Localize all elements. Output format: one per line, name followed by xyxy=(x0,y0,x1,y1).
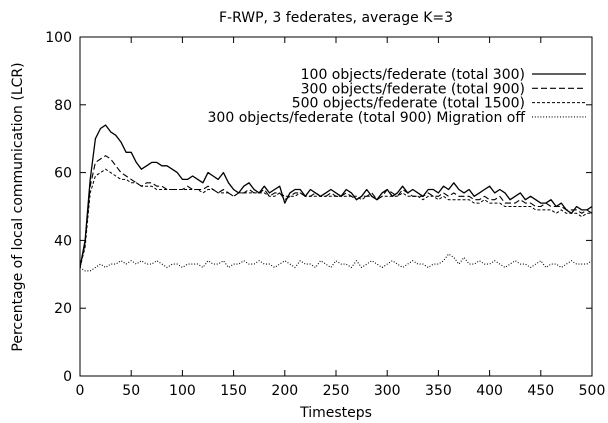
series-line-4 xyxy=(79,253,593,272)
x-axis-title: Timesteps xyxy=(299,405,372,421)
x-tick-label: 0 xyxy=(76,383,85,399)
y-tick-label: 40 xyxy=(54,233,72,249)
legend-label-3: 500 objects/federate (total 1500) xyxy=(292,96,525,112)
legend-label-1: 100 objects/federate (total 300) xyxy=(301,67,525,83)
x-tick-label: 150 xyxy=(220,383,247,399)
y-tick-label: 0 xyxy=(63,369,72,385)
series-line-2 xyxy=(79,155,593,268)
series-line-3 xyxy=(79,168,592,268)
y-axis: 0 20 40 60 80 100 xyxy=(45,30,592,385)
legend: 100 objects/federate (total 300)300 obje… xyxy=(208,67,586,126)
x-tick-label: 450 xyxy=(527,383,554,399)
x-tick-label: 350 xyxy=(425,383,452,399)
x-tick-label: 50 xyxy=(122,383,140,399)
series-lines xyxy=(79,124,593,272)
y-tick-label: 20 xyxy=(54,301,72,317)
chart-title: F-RWP, 3 federates, average K=3 xyxy=(219,10,453,26)
x-axis: 0 50 100 150 200 250 300 350 400 450 500 xyxy=(76,37,606,399)
x-tick-label: 500 xyxy=(579,383,606,399)
series-line-1 xyxy=(79,124,593,268)
y-tick-label: 100 xyxy=(45,30,72,46)
y-axis-title: Percentage of local communication (LCR) xyxy=(10,62,26,351)
legend-label-4: 300 objects/federate (total 900) Migrati… xyxy=(208,110,526,126)
y-tick-label: 60 xyxy=(54,166,72,182)
x-tick-label: 400 xyxy=(476,383,503,399)
x-tick-label: 100 xyxy=(169,383,196,399)
x-tick-label: 250 xyxy=(323,383,350,399)
x-tick-label: 200 xyxy=(271,383,298,399)
y-tick-label: 80 xyxy=(54,98,72,114)
legend-label-2: 300 objects/federate (total 900) xyxy=(301,81,525,97)
x-tick-label: 300 xyxy=(374,383,401,399)
